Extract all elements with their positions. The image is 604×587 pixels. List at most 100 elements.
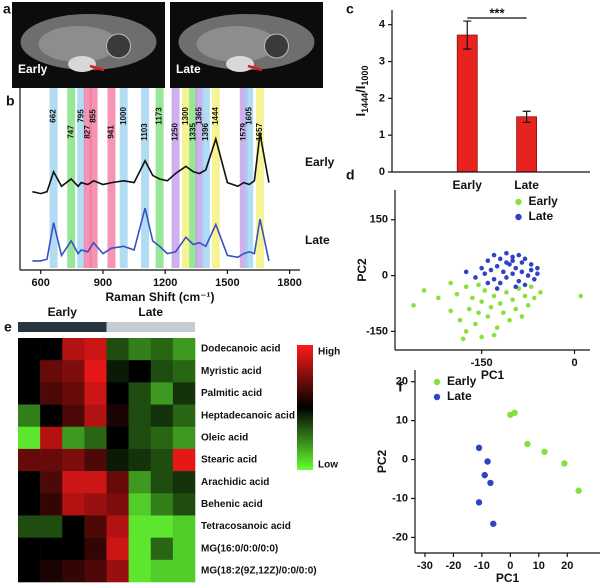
point [519, 260, 525, 265]
tissue-inner [196, 26, 277, 62]
point [535, 265, 540, 271]
heatmap-cell [106, 493, 129, 516]
heatmap-cell [172, 493, 196, 516]
heatmap-cell [40, 426, 63, 450]
heatmap-cell [172, 404, 196, 428]
point [494, 263, 500, 269]
band-label: 1173 [155, 107, 164, 125]
heatmap-cell [128, 559, 152, 583]
point [473, 321, 478, 327]
row-label: Myristic acid [201, 366, 262, 377]
panel-label: d [346, 167, 355, 183]
heatmap-cell [150, 448, 174, 472]
row-label: MG(16:0/0:0/0:0) [201, 543, 278, 554]
heatmap-cell [62, 360, 85, 383]
row-label: MG(18:2(9Z,12Z)/0:0/0:0) [201, 566, 317, 577]
point [491, 277, 497, 282]
heatmap-cell [40, 471, 63, 494]
heatmap-cell [40, 360, 63, 383]
heatmap-cell [62, 382, 85, 405]
band-label: 747 [66, 125, 75, 139]
point [513, 265, 519, 271]
point [497, 256, 503, 262]
point [448, 280, 454, 286]
heatmap-cell [84, 360, 107, 383]
heatmap-cell [18, 537, 41, 561]
point [525, 273, 531, 278]
point [497, 280, 503, 286]
legend-label: Late [447, 389, 472, 403]
panel-label: e [4, 319, 12, 335]
x-tick-label: 1500 [215, 277, 239, 289]
x-tick-label: 1800 [277, 277, 301, 289]
point [513, 306, 519, 312]
group-label: Late [138, 305, 163, 319]
heatmap-cell [84, 448, 107, 472]
heatmap-cell [150, 515, 174, 538]
heatmap-cell [84, 404, 107, 428]
point [463, 284, 469, 290]
point [485, 280, 491, 286]
legend-marker [515, 198, 522, 206]
x-tick-label: -30 [417, 560, 433, 572]
point [535, 271, 540, 277]
raman-band [201, 88, 210, 268]
heatmap-cell [172, 515, 196, 538]
heatmap-cell [150, 404, 174, 428]
heatmap-cell [128, 448, 152, 472]
panel-label: c [346, 1, 354, 17]
spectrum [32, 207, 270, 262]
heatmap-cell [40, 537, 63, 561]
y-tick-label: 10 [396, 415, 408, 427]
heatmap-cell [62, 515, 85, 538]
point [531, 295, 537, 301]
heatmap-cell [150, 360, 174, 383]
row-label: Stearic acid [201, 455, 257, 466]
raman-band [77, 88, 86, 268]
heatmap-cell [62, 493, 85, 516]
y-axis-label: PC2 [375, 450, 389, 474]
bar [516, 116, 538, 173]
legend-label: Late [529, 209, 554, 223]
point [488, 267, 494, 273]
x-tick-label: 0 [507, 560, 513, 572]
heatmap-cell [40, 382, 63, 405]
raman-band [245, 88, 254, 268]
point [485, 314, 491, 319]
lesion [68, 56, 96, 72]
y-tick-label: 150 [370, 214, 388, 226]
point [504, 250, 509, 256]
x-tick-label: -10 [474, 560, 490, 572]
legend-marker [433, 393, 441, 401]
group-bar [106, 322, 195, 332]
panel-label: f [398, 379, 403, 395]
heatmap-cell [62, 404, 85, 428]
point [463, 329, 469, 334]
colorbar-high: High [318, 347, 340, 358]
spectrum [32, 133, 270, 195]
point [481, 471, 488, 479]
raman-band [89, 88, 98, 268]
heatmap-cell [84, 537, 107, 561]
point [578, 293, 584, 299]
heatmap-cell [172, 448, 196, 472]
heatmap-cell [150, 382, 174, 405]
heatmap-cell [40, 448, 63, 472]
colorbar [297, 345, 313, 470]
heatmap-cell [106, 559, 129, 583]
point [494, 325, 500, 330]
point [524, 440, 531, 448]
point [510, 297, 515, 303]
heatmap-cell [106, 426, 129, 450]
y-tick-label: 0 [382, 269, 388, 281]
point [470, 295, 475, 301]
heatmap-cell [62, 537, 85, 561]
error-bar [463, 20, 472, 50]
row-label: Behenic acid [201, 499, 263, 510]
point [421, 288, 427, 293]
panel-label: b [6, 93, 15, 109]
point [504, 260, 509, 265]
row-label: Arachidic acid [201, 477, 269, 488]
point [516, 278, 522, 284]
